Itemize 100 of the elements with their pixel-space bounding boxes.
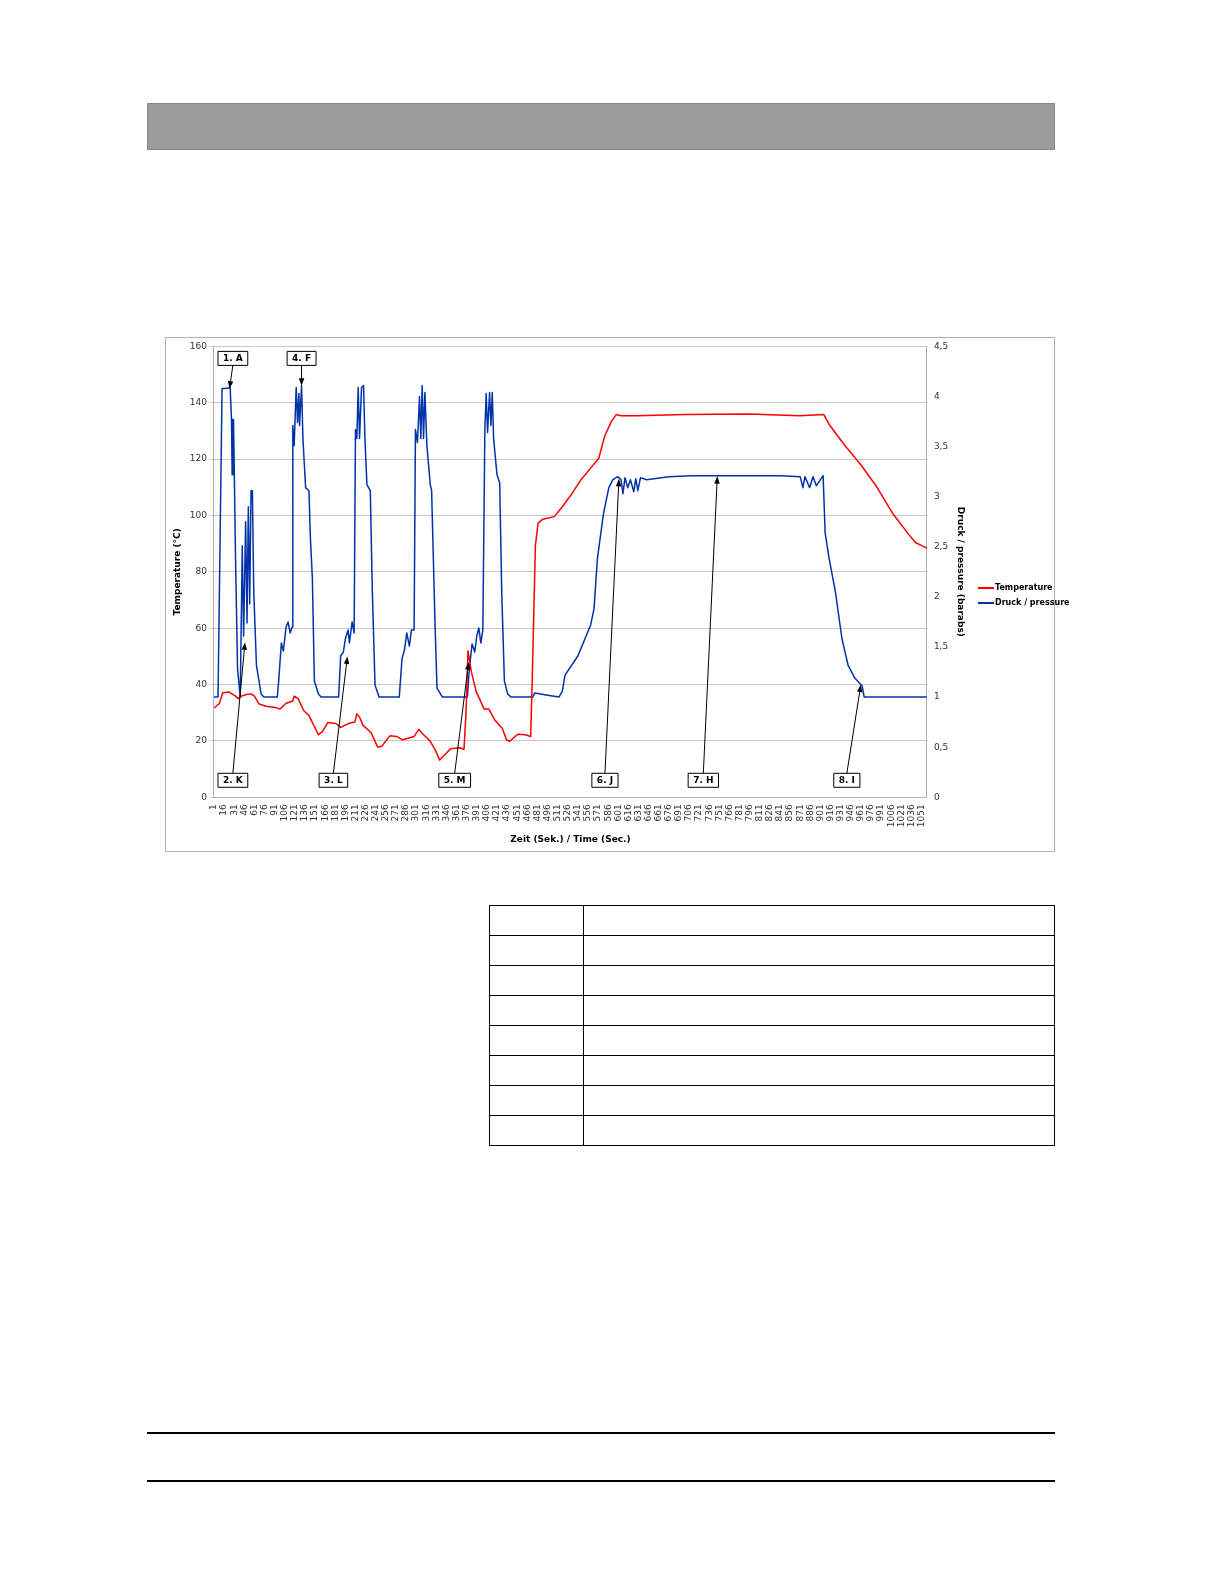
- x-tick-label: 181: [329, 804, 340, 822]
- x-tick-label: 946: [845, 804, 856, 822]
- y-tick-label: 140: [189, 397, 208, 408]
- y-tick-label: 80: [195, 566, 208, 577]
- x-tick-label: 961: [855, 804, 866, 822]
- x-tick-label: 841: [774, 804, 785, 822]
- y-tick-label: 20: [195, 735, 208, 746]
- x-tick-label: 736: [703, 804, 714, 822]
- x-tick-label: 931: [834, 804, 845, 822]
- y2-tick-label: 3,5: [933, 440, 949, 451]
- x-tick-label: 856: [784, 804, 795, 822]
- y-tick-label: 160: [189, 340, 208, 351]
- x-tick-label: 361: [450, 804, 461, 822]
- x-tick-label: 631: [632, 804, 643, 822]
- y2-tick-label: 3: [933, 491, 940, 502]
- x-tick-label: 826: [764, 804, 775, 822]
- x-tick-label: 166: [319, 804, 330, 822]
- x-tick-label: 241: [370, 804, 381, 822]
- x-tick-label: 316: [420, 804, 431, 822]
- y2-tick-label: 0,5: [933, 741, 949, 752]
- x-tick-label: 1051: [915, 804, 926, 828]
- y2-tick-label: 2: [933, 591, 940, 602]
- annotation: 2. K: [222, 775, 244, 786]
- annotation: 4. F: [292, 353, 312, 364]
- x-tick-label: 916: [824, 804, 835, 822]
- x-tick-label: 61: [248, 804, 259, 816]
- x-tick-label: 1021: [895, 804, 906, 828]
- x-tick-label: 376: [461, 804, 472, 822]
- x-tick-label: 586: [602, 804, 613, 822]
- x-tick-label: 616: [622, 804, 633, 822]
- y-tick-label: 120: [189, 453, 208, 464]
- x-tick-label: 661: [653, 804, 664, 822]
- y2-tick-label: 2,5: [933, 541, 949, 552]
- x-tick-label: 76: [258, 804, 269, 816]
- y2-tick-label: 1,5: [933, 641, 949, 652]
- x-tick-label: 106: [279, 804, 290, 822]
- x-tick-label: 256: [380, 804, 391, 822]
- annotation: 7. H: [693, 775, 714, 786]
- x-tick-label: 466: [521, 804, 532, 822]
- y-tick-label: 60: [195, 622, 208, 633]
- x-tick-label: 811: [754, 804, 765, 822]
- x-tick-label: 121: [289, 804, 300, 822]
- x-tick-label: 16: [218, 804, 229, 816]
- x-tick-label: 676: [663, 804, 674, 822]
- annotation: 3. L: [324, 775, 343, 786]
- x-tick-label: 766: [723, 804, 734, 822]
- x-tick-label: 991: [875, 804, 886, 822]
- x-tick-label: 226: [359, 804, 370, 822]
- x-tick-label: 31: [228, 804, 239, 816]
- annotation: 5. M: [443, 775, 466, 786]
- x-tick-label: 556: [582, 804, 593, 822]
- y2-tick-label: 4,5: [933, 340, 949, 351]
- x-tick-label: 1036: [905, 804, 916, 828]
- x-tick-label: 211: [349, 804, 360, 822]
- y-tick-label: 100: [189, 509, 208, 520]
- y2-tick-label: 4: [933, 390, 940, 401]
- x-tick-label: 496: [541, 804, 552, 822]
- x-tick-label: 1: [208, 804, 219, 811]
- x-tick-label: 196: [339, 804, 350, 822]
- x-tick-label: 706: [683, 804, 694, 822]
- x-tick-label: 451: [511, 804, 522, 822]
- x-tick-label: 391: [471, 804, 482, 822]
- x-tick-label: 901: [814, 804, 825, 822]
- x-tick-label: 751: [713, 804, 724, 822]
- annotation: 1. A: [222, 353, 243, 364]
- x-tick-label: 271: [390, 804, 401, 822]
- x-tick-label: 46: [238, 804, 249, 816]
- y-tick-label: 0: [201, 791, 208, 802]
- y2-tick-label: 1: [933, 691, 940, 702]
- x-tick-label: 511: [551, 804, 562, 822]
- x-tick-label: 436: [501, 804, 512, 822]
- y2-axis-title: Druck / pressure (barabs): [956, 506, 967, 637]
- x-tick-label: 526: [562, 804, 573, 822]
- x-tick-label: 691: [673, 804, 684, 822]
- x-tick-label: 346: [440, 804, 451, 822]
- x-tick-label: 91: [268, 804, 279, 816]
- x-tick-label: 481: [531, 804, 542, 822]
- x-tick-label: 541: [572, 804, 583, 822]
- x-tick-label: 646: [642, 804, 653, 822]
- x-tick-label: 976: [865, 804, 876, 822]
- annotation: 8. I: [838, 775, 855, 786]
- x-tick-label: 781: [733, 804, 744, 822]
- x-tick-label: 286: [400, 804, 411, 822]
- y-tick-label: 40: [195, 678, 208, 689]
- x-tick-label: 421: [491, 804, 502, 822]
- x-tick-label: 331: [430, 804, 441, 822]
- x-tick-label: 796: [744, 804, 755, 822]
- annotation: 6. J: [596, 775, 614, 786]
- x-tick-label: 721: [693, 804, 704, 822]
- legend-label: Druck / pressure: [995, 598, 1070, 607]
- x-tick-label: 571: [592, 804, 603, 822]
- x-tick-label: 301: [410, 804, 421, 822]
- legend-label: Temperature: [995, 583, 1053, 592]
- x-axis-title: Zeit (Sek.) / Time (Sec.): [510, 833, 631, 844]
- y-axis-title: Temperature (°C): [171, 528, 182, 616]
- x-tick-label: 1006: [885, 804, 896, 828]
- x-tick-label: 601: [612, 804, 623, 822]
- y2-tick-label: 0: [933, 791, 940, 802]
- x-tick-label: 151: [309, 804, 320, 822]
- x-tick-label: 136: [299, 804, 310, 822]
